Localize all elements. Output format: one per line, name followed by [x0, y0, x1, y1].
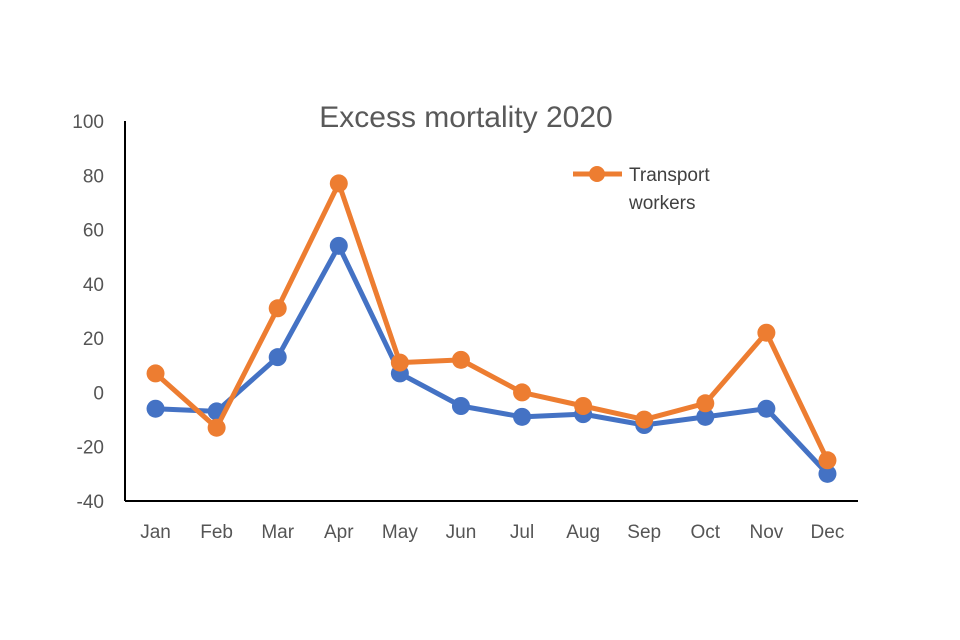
- x-tick-label: Nov: [749, 522, 783, 543]
- legend-label-line-2: workers: [628, 193, 696, 214]
- data-point: [757, 399, 776, 418]
- series-1: [146, 236, 837, 483]
- data-point: [513, 383, 532, 402]
- series-line-0: [153, 180, 830, 462]
- series-line-1: [155, 243, 830, 476]
- data-point: [757, 323, 776, 342]
- x-tick-label: Apr: [324, 522, 354, 543]
- legend-marker-transport-workers: [589, 166, 605, 182]
- x-tick-label: Jan: [140, 522, 171, 543]
- data-point: [818, 464, 837, 483]
- x-tick-label: Jun: [446, 522, 477, 543]
- y-tick-label: 60: [83, 221, 104, 242]
- data-point: [207, 418, 226, 437]
- x-tick-label: Aug: [566, 522, 600, 543]
- x-tick-label: May: [382, 522, 418, 543]
- y-tick-label: 20: [83, 329, 104, 350]
- data-point: [451, 397, 470, 415]
- y-tick-label: 100: [72, 112, 104, 133]
- chart-title: Excess mortality 2020: [319, 101, 612, 134]
- data-point: [696, 394, 715, 413]
- data-point: [268, 348, 287, 367]
- y-tick-label: -20: [77, 438, 104, 459]
- x-tick-label: Feb: [200, 522, 233, 543]
- x-tick-label: Mar: [261, 522, 294, 543]
- x-tick-labels: Jan Feb Mar Apr May Jun Jul Aug Sep Oct Nov Dec: [140, 522, 844, 543]
- data-point: [268, 299, 287, 318]
- y-tick-label: 80: [83, 166, 104, 187]
- data-point: [635, 410, 654, 429]
- data-point: [574, 397, 593, 415]
- y-tick-label: 0: [93, 383, 104, 404]
- data-point: [146, 364, 165, 383]
- y-tick-label: -40: [77, 492, 104, 513]
- data-point: [390, 353, 409, 372]
- data-point: [146, 399, 165, 418]
- data-point: [329, 174, 348, 193]
- data-point: [329, 236, 348, 255]
- y-tick-labels: 100 80 60 40 20 0 -20 -40: [72, 112, 104, 513]
- legend-label-line-1: Transport: [629, 165, 710, 186]
- x-tick-label: Dec: [811, 522, 845, 543]
- legend: Transport workers: [573, 165, 710, 214]
- y-tick-label: 40: [83, 275, 104, 296]
- series-0: [146, 174, 837, 470]
- x-tick-label: Oct: [691, 522, 721, 543]
- data-point: [696, 407, 715, 426]
- x-tick-label: Sep: [627, 522, 661, 543]
- x-tick-label: Jul: [510, 522, 534, 543]
- data-point: [451, 350, 470, 369]
- series-layer: [146, 174, 837, 483]
- data-point: [513, 407, 532, 426]
- data-point: [818, 451, 837, 470]
